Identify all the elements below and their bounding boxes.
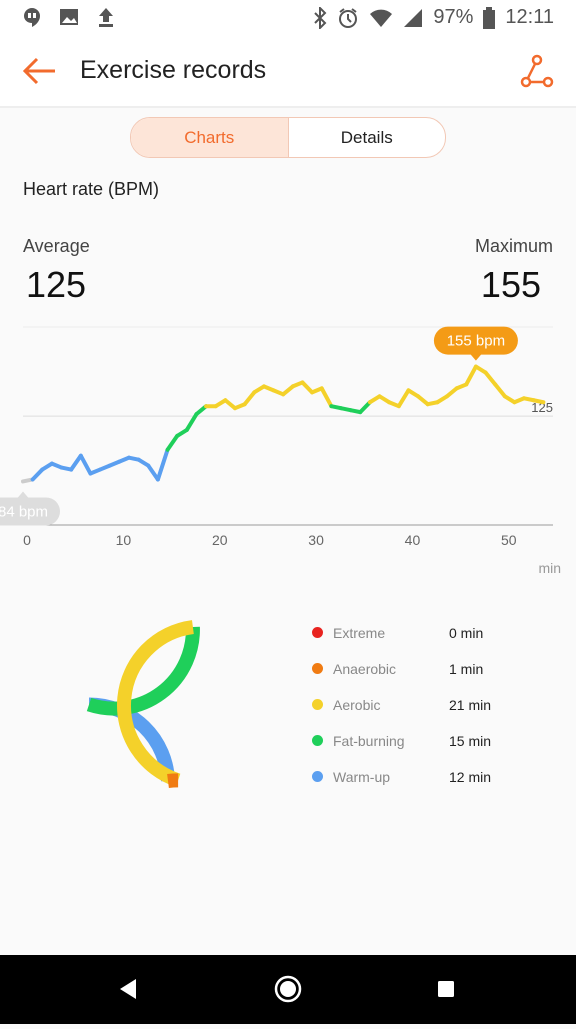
hr-segment [300,380,315,395]
tab-charts[interactable]: Charts [131,118,289,157]
x-tick-label: 0 [23,532,31,548]
extreme-dot [312,627,323,638]
x-unit-label: min [538,560,561,576]
maximum-label: Maximum [474,236,553,256]
donut-segment [86,626,200,716]
clock: 12:11 [505,6,554,28]
page-title: Exercise records [80,56,267,84]
hr-segment [493,382,507,399]
hr-segment [78,453,93,476]
nav-home-icon[interactable] [274,975,302,1003]
hr-segment [194,404,209,417]
min-callout-pointer [17,491,29,499]
hr-segment [146,463,160,482]
hr-segment [69,453,83,472]
hangouts-icon [24,8,40,27]
donut-segment [117,620,194,787]
legend-row-aerobic: Aerobic 21 min [312,694,552,730]
upload-icon [99,8,113,27]
anaerobic-dot [312,663,323,674]
view-switcher: Charts Details [130,117,446,158]
navigation-bar [0,955,576,1024]
hr-segment [242,390,257,407]
average-line-label: 125 [531,400,553,415]
bluetooth-icon [314,6,327,29]
hr-segment [30,467,45,482]
nav-back-icon[interactable] [120,979,136,999]
wifi-icon [370,9,393,27]
min-callout: 84 bpm [0,491,60,526]
route-icon[interactable] [520,54,554,88]
battery-percent: 97% [433,6,474,28]
max-callout-bubble [433,326,518,355]
status-bar-notifications [22,6,116,28]
max-callout-text: 155 bpm [447,333,505,350]
legend-value: 0 min [449,625,484,641]
gallery-icon [60,9,78,25]
x-tick-label: 40 [405,532,421,548]
legend-row-fat-burning: Fat-burning 15 min [312,730,552,766]
hr-segment [358,400,372,415]
average-value: 125 [26,264,87,305]
navigation-buttons [120,975,454,1003]
donut-arcs [86,620,200,788]
hr-segment [416,394,430,407]
legend-row-anaerobic: Anaerobic 1 min [312,658,552,694]
min-callout-text: 84 bpm [0,503,48,520]
min-callout-bubble [0,497,60,526]
zone-legend: Extreme 0 min Anaerobic 1 min Aerobic 21… [312,622,552,802]
cell-signal-icon [404,8,423,27]
x-tick-labels: 0 10 20 30 40 50 [23,532,517,548]
legend-value: 21 min [449,697,492,713]
status-bar: 97% 12:11 [0,0,576,36]
alarm-icon [339,7,358,28]
tab-details[interactable]: Details [340,127,393,147]
hr-segment [396,388,411,409]
back-arrow-icon[interactable] [22,56,58,86]
legend-name: Aerobic [333,697,381,713]
legend-name: Anaerobic [333,661,397,677]
hr-segment [319,386,334,409]
legend-value: 12 min [449,769,492,785]
warm-up-dot [312,771,323,782]
x-tick-label: 10 [116,532,132,548]
legend-name: Fat-burning [333,733,405,749]
x-tick-label: 30 [308,532,324,548]
zone-donut-chart [86,620,200,788]
average-label: Average [23,236,90,256]
hr-segment [531,398,546,405]
hr-segment [165,433,180,452]
x-tick-label: 50 [501,532,517,548]
hr-segment [155,447,170,482]
donut-segment [167,773,179,788]
legend-value: 15 min [449,733,492,749]
hr-segment [464,364,478,387]
legend-name: Warm-up [333,769,391,785]
hr-segment [223,398,237,411]
max-callout-pointer [469,353,482,361]
hr-segment [483,370,498,387]
max-callout: 155 bpm [433,326,518,361]
x-tick-label: 20 [212,532,228,548]
app-bar: Exercise records [0,36,576,108]
heart-rate-chart: 125 0 10 20 30 40 50 min 155 bpm 84 bpm [0,326,561,576]
status-bar-system: 97% 12:11 [313,6,554,29]
legend-row-extreme: Extreme 0 min [312,622,552,658]
heart-rate-line [21,364,546,484]
maximum-value: 155 [480,264,541,305]
aerobic-dot [312,699,323,710]
legend-name: Extreme [333,625,386,641]
hr-segment [445,386,459,399]
fat-burning-dot [312,735,323,746]
battery-icon [483,6,496,29]
hr-segment [184,412,199,432]
hr-segment [281,384,295,397]
nav-recents-icon[interactable] [438,981,454,997]
heart-rate-title: Heart rate (BPM) [23,179,160,199]
legend-row-warm-up: Warm-up 12 min [312,766,552,802]
legend-value: 1 min [449,661,484,677]
